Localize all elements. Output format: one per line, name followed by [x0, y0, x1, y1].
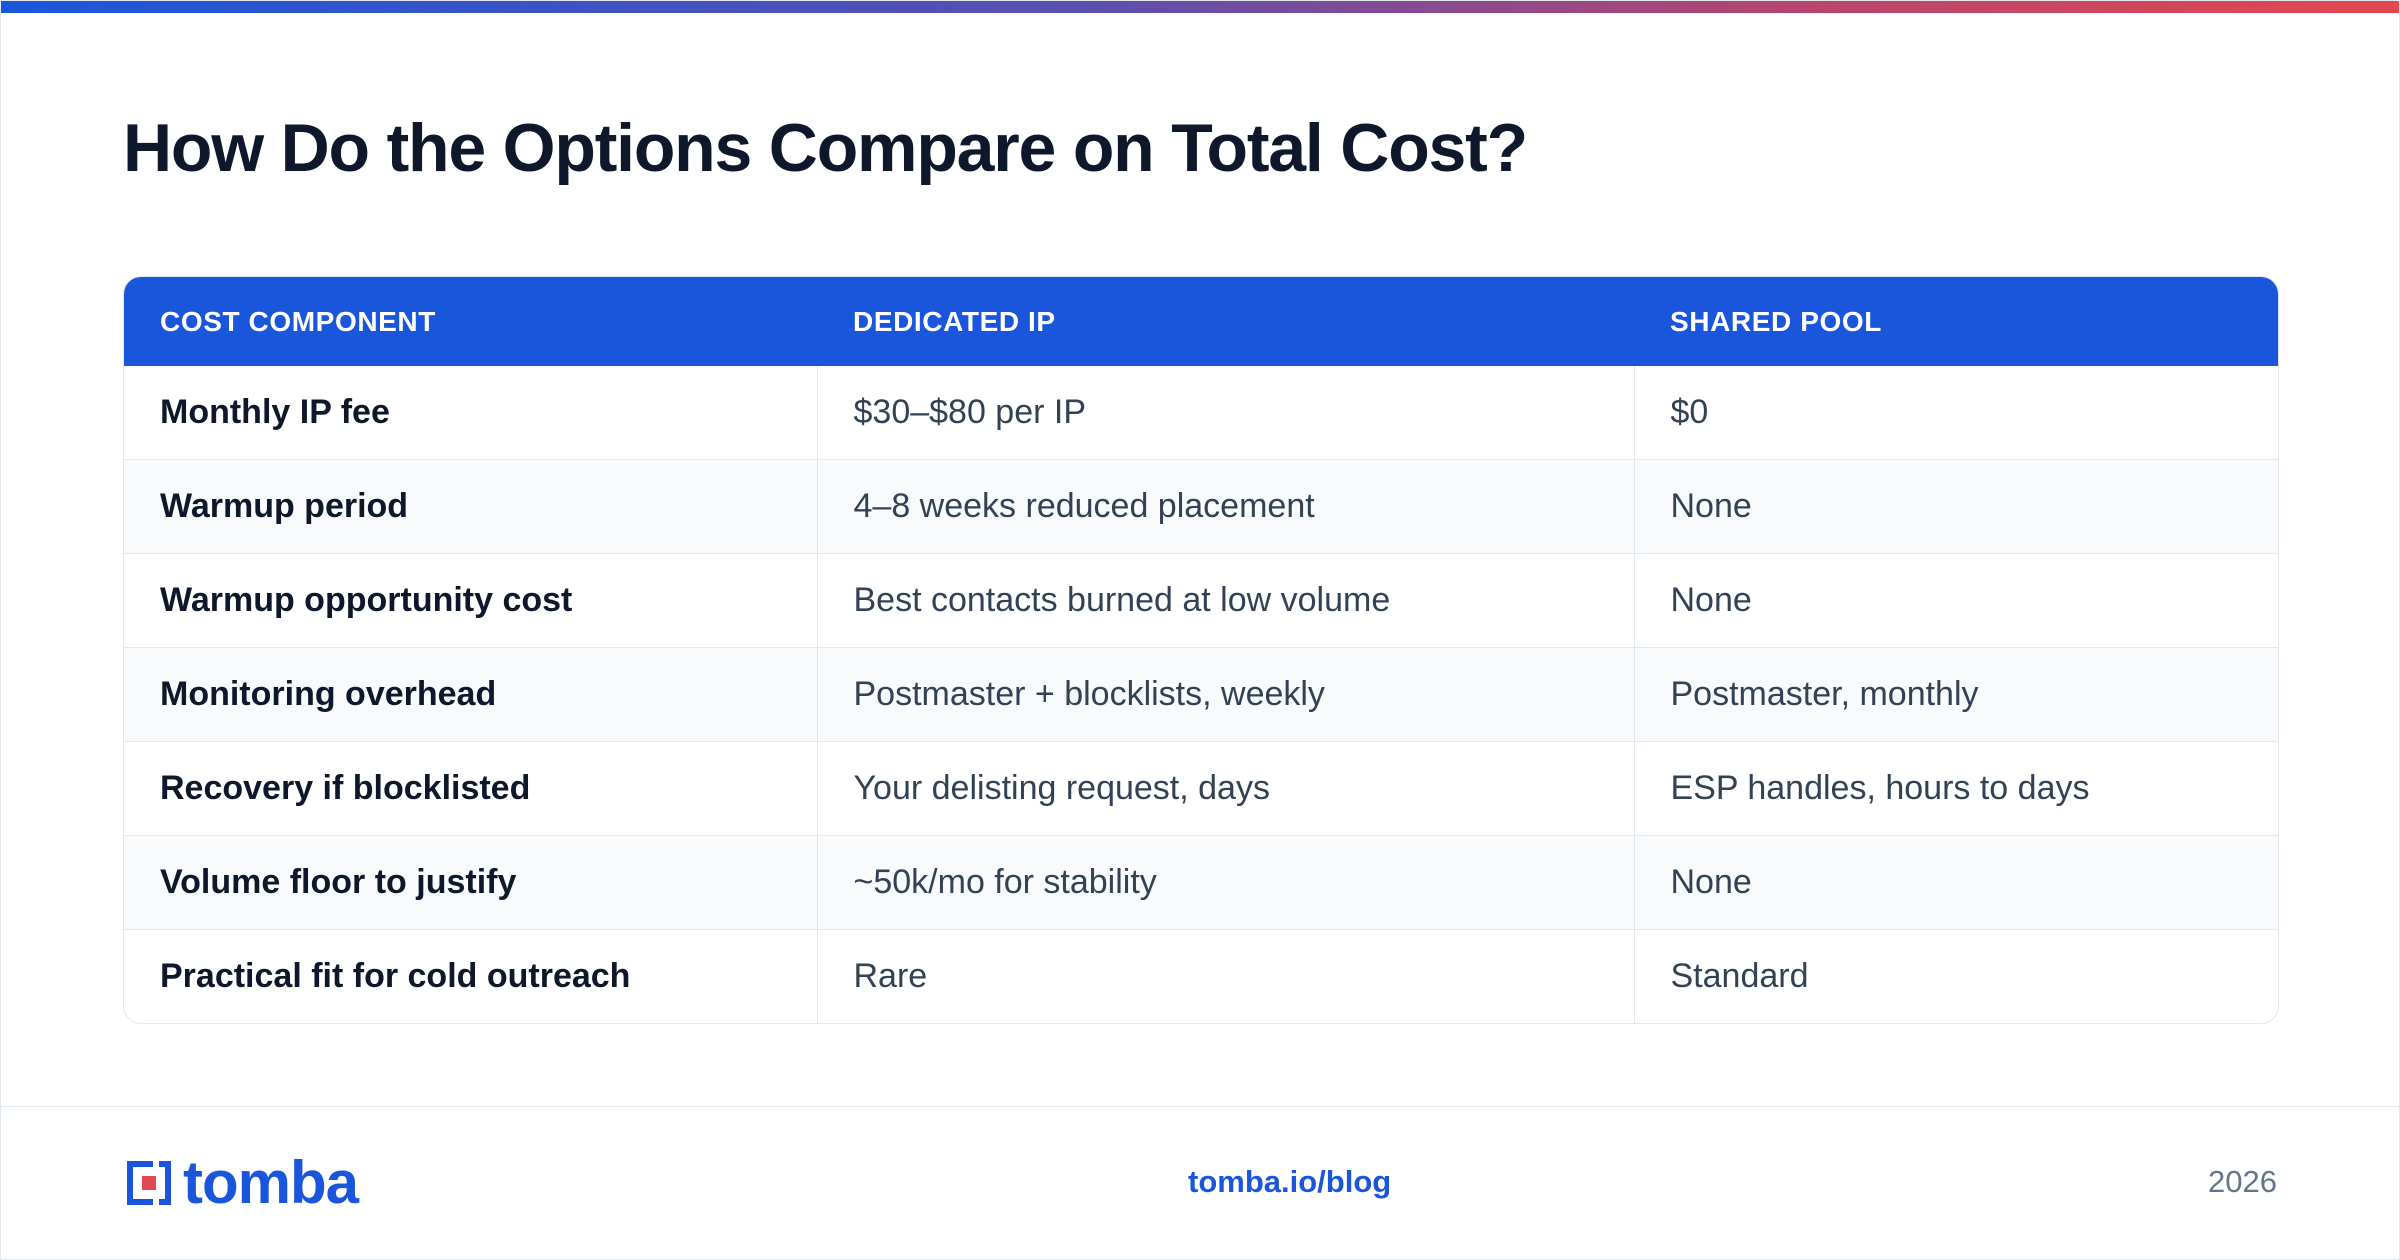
shared-pool-cell: $0 [1670, 393, 1709, 431]
header-cost-component: COST COMPONENT [124, 277, 817, 366]
dedicated-ip-cell: Your delisting request, days [817, 741, 1635, 836]
table-header-row: COST COMPONENT DEDICATED IP SHARED POOL [124, 277, 2278, 366]
table-row: Recovery if blocklisted Your delisting r… [124, 741, 2278, 836]
top-gradient-bar [1, 1, 2399, 13]
tomba-logo: tomba [123, 1149, 359, 1216]
tomba-logo-mark-icon [127, 1161, 171, 1205]
dedicated-ip-cell: Best contacts burned at low volume [817, 553, 1635, 648]
shared-pool-cell: None [1634, 835, 2278, 930]
table-row: Monitoring overhead Postmaster + blockli… [124, 647, 2278, 742]
page-title: How Do the Options Compare on Total Cost… [123, 110, 1528, 186]
table-row: Volume floor to justify ~50k/mo for stab… [124, 835, 2278, 930]
blog-link[interactable]: tomba.io/blog [1188, 1164, 1392, 1199]
footer-divider [1, 1106, 2399, 1107]
row-label: Warmup opportunity cost [124, 553, 818, 648]
row-label: Warmup period [124, 459, 818, 554]
shared-pool-cell: Postmaster, monthly [1634, 647, 2278, 742]
row-label: Recovery if blocklisted [124, 741, 818, 836]
logo-wordmark: tomba [183, 1149, 359, 1216]
shared-pool-cell: ESP handles, hours to days [1634, 741, 2278, 836]
dedicated-ip-cell: Rare [817, 929, 1635, 1023]
shared-pool-cell: None [1634, 459, 2278, 554]
table-row: Practical fit for cold outreach Rare Sta… [124, 929, 2278, 1023]
dedicated-ip-cell: $30–$80 per IP [817, 366, 1635, 460]
cost-comparison-table: COST COMPONENT DEDICATED IP SHARED POOL … [123, 276, 2279, 1024]
row-label: Monitoring overhead [124, 647, 818, 742]
table-row: Monthly IP fee $30–$80 per IP $0 [124, 366, 2278, 460]
dedicated-ip-cell: Postmaster + blocklists, weekly [817, 647, 1635, 742]
table-row: Warmup opportunity cost Best contacts bu… [124, 553, 2278, 648]
footer-year: 2026 [2208, 1164, 2277, 1199]
table-row: Warmup period 4–8 weeks reduced placemen… [124, 459, 2278, 554]
shared-pool-cell: None [1634, 553, 2278, 648]
header-shared-pool: SHARED POOL [1634, 277, 2278, 366]
dedicated-ip-cell: 4–8 weeks reduced placement [817, 459, 1635, 554]
row-label: Monthly IP fee [124, 366, 818, 460]
row-label: Practical fit for cold outreach [124, 929, 818, 1023]
header-dedicated-ip: DEDICATED IP [817, 277, 1634, 366]
dedicated-ip-cell: ~50k/mo for stability [817, 835, 1635, 930]
row-label: Volume floor to justify [124, 835, 818, 930]
shared-pool-cell: Standard [1634, 929, 2278, 1023]
